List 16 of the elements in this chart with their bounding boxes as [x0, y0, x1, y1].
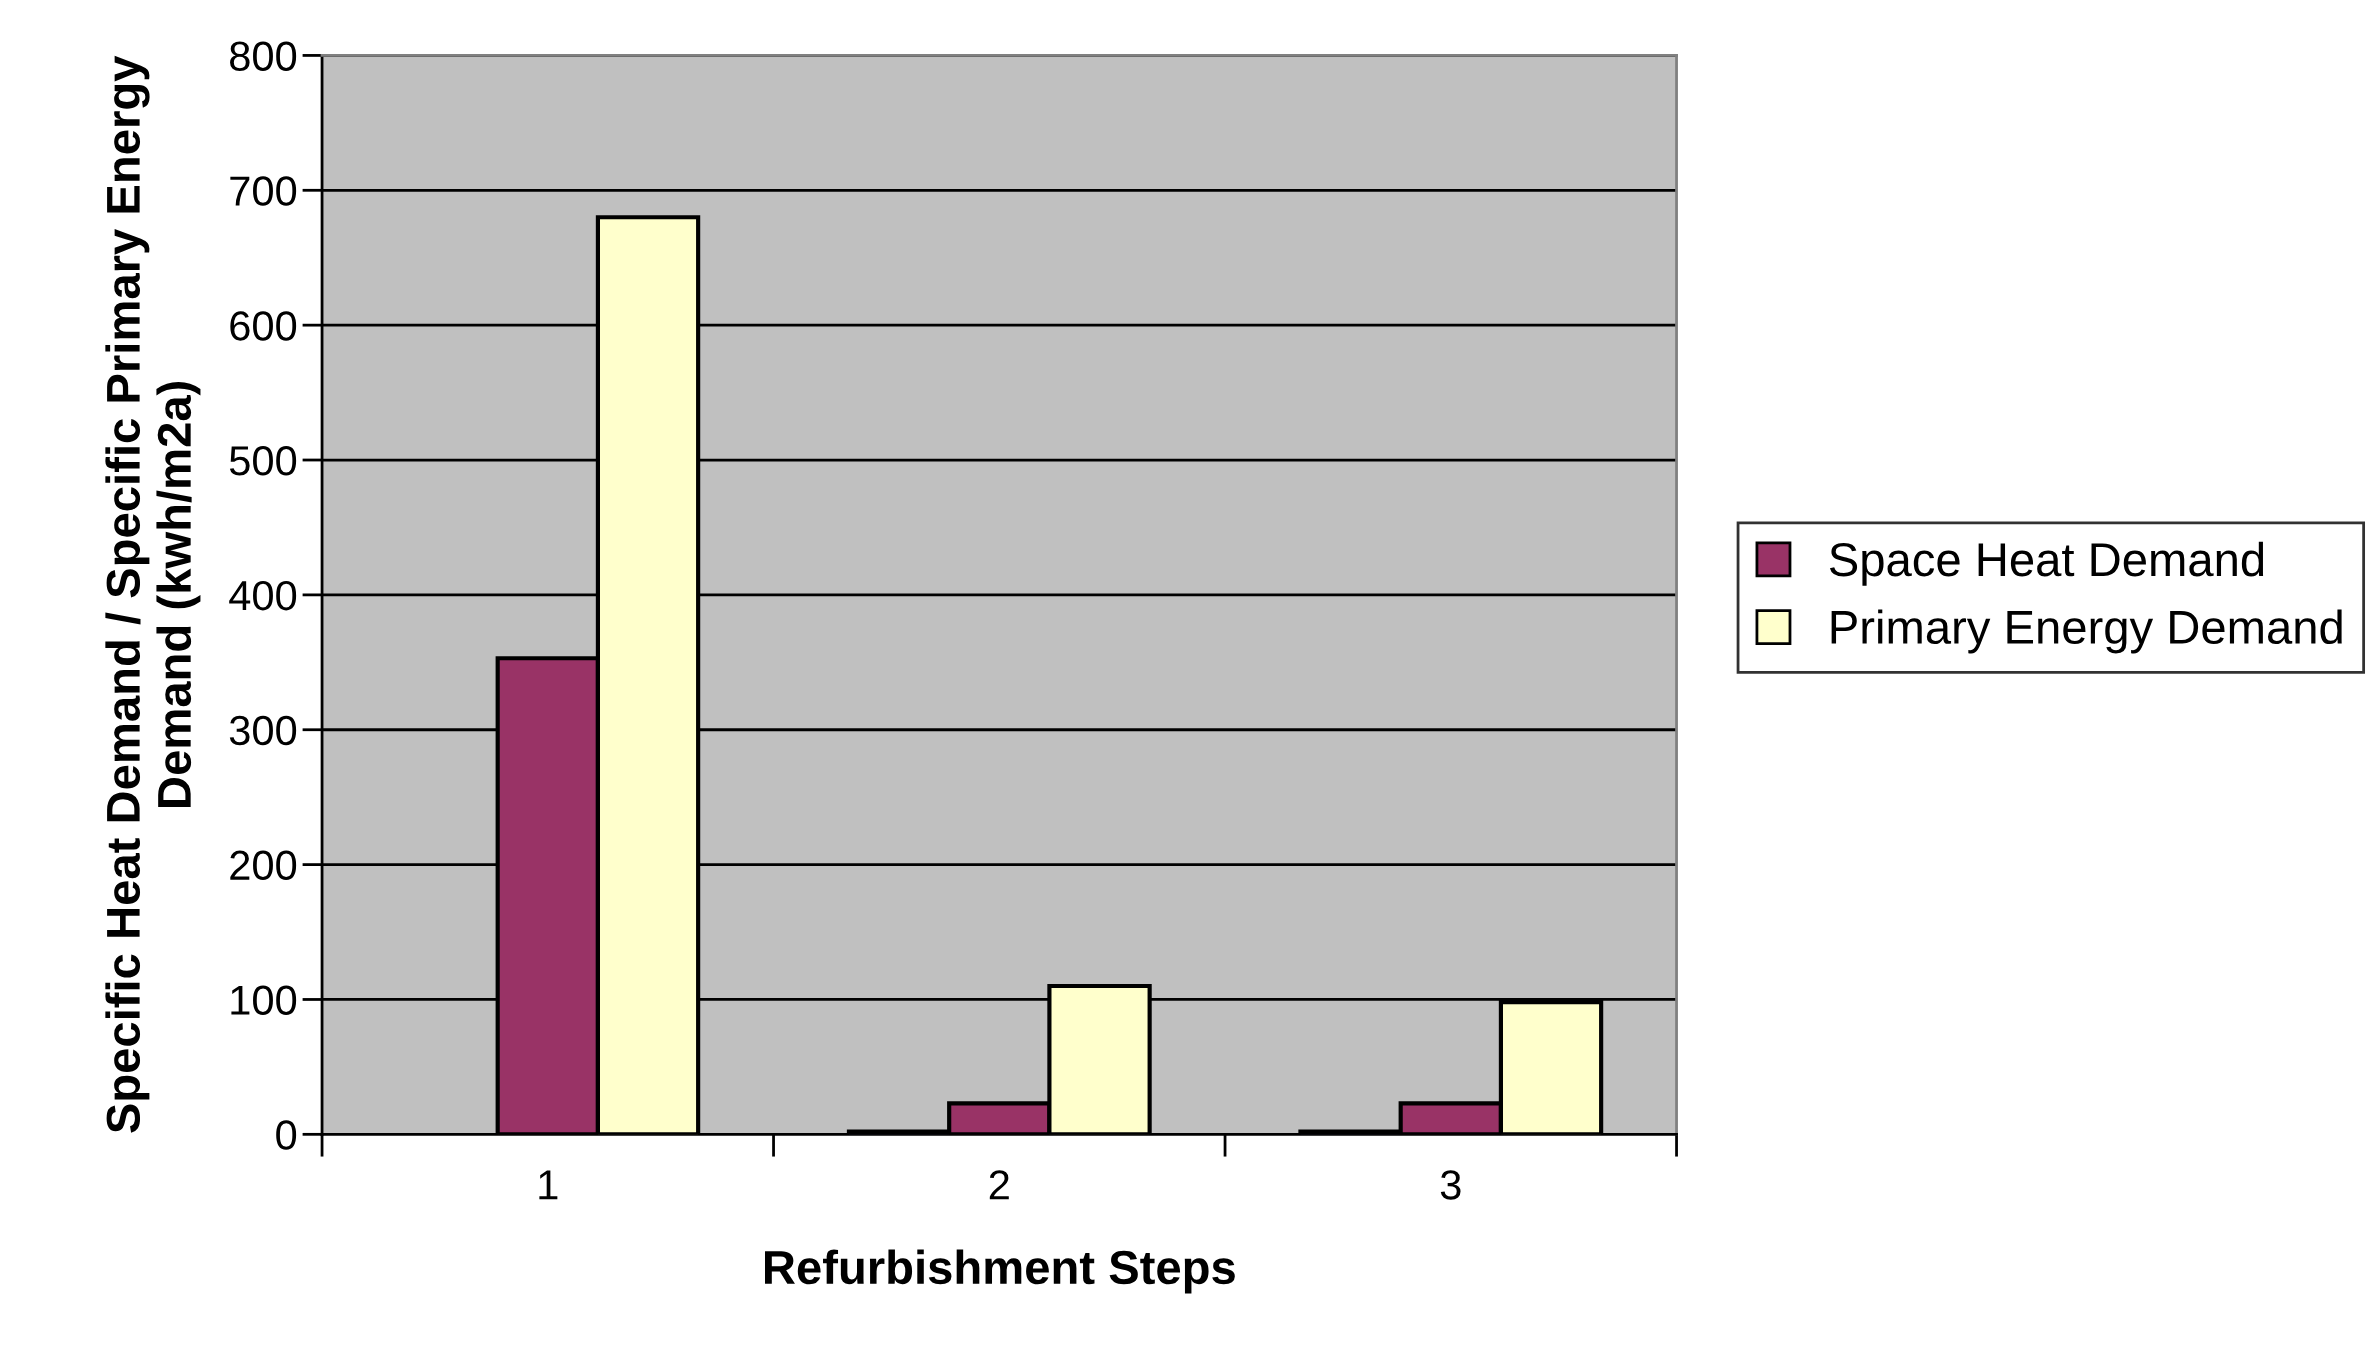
y-tick-label: 200: [230, 850, 297, 881]
y-tick-label: 400: [229, 580, 297, 611]
legend-label: Space Heat Demand: [1829, 541, 2264, 586]
x-tick-label: 3: [1440, 1170, 1461, 1200]
y-tick-label: 800: [230, 41, 297, 71]
y-tick-label: 600: [230, 311, 297, 341]
y-tick-label: 300: [229, 715, 297, 746]
x-axis-title: Refurbishment Steps: [765, 1249, 1235, 1294]
y-axis-title: Specific Heat Demand / Specific Primary Energy Demand (kwh/m2a): [105, 55, 201, 1133]
y-tick-label: 0: [276, 1120, 297, 1150]
x-tick-label: 1: [539, 1170, 558, 1200]
y-tick-label: 500: [229, 446, 297, 476]
y-tick-label: 100: [231, 985, 297, 1015]
legend-label: Primary Energy Demand: [1831, 609, 2342, 654]
x-tick-label: 2: [989, 1170, 1009, 1200]
y-tick-label: 700: [230, 176, 297, 206]
